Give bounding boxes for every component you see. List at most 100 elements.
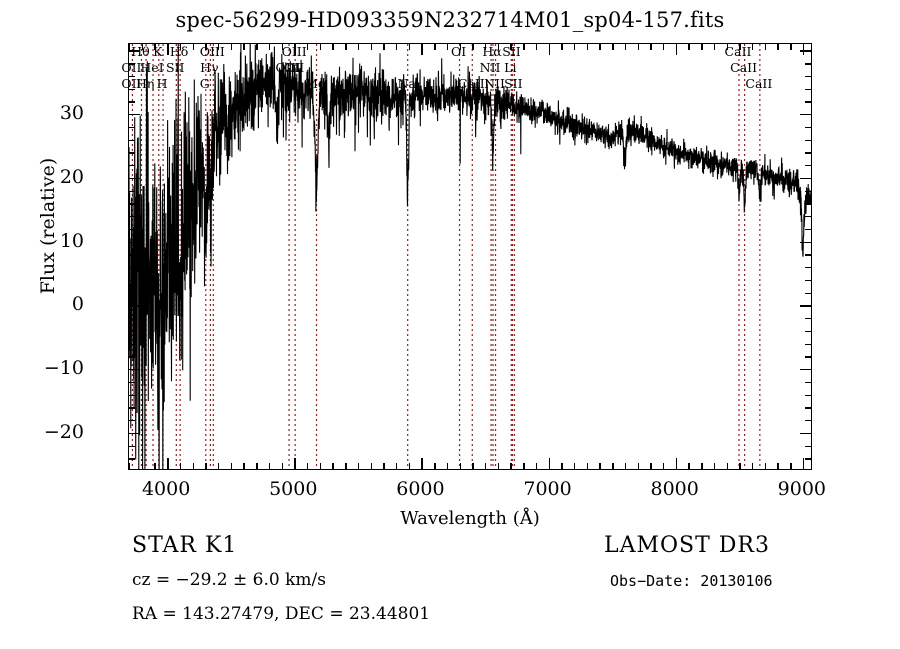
tick-mark: [662, 463, 665, 469]
spectral-line-label: OII: [121, 76, 142, 91]
tick-mark: [701, 463, 703, 469]
tick-mark: [688, 463, 690, 469]
tick-mark: [535, 44, 538, 50]
tick-mark: [230, 44, 233, 50]
x-tick-label: 5000: [269, 478, 318, 500]
spectral-line-label: OII: [121, 60, 142, 75]
tick-mark: [395, 463, 398, 469]
spectral-line-label: Hη: [135, 76, 155, 91]
tick-mark: [535, 463, 538, 469]
spectral-line-label: Hθ: [131, 44, 150, 59]
tick-mark: [141, 44, 144, 50]
spectral-line-label: G: [199, 76, 210, 91]
tick-mark: [332, 44, 334, 50]
tick-mark: [383, 44, 385, 50]
tick-mark: [805, 203, 811, 205]
spectral-line-label: OIII: [275, 60, 301, 75]
tick-mark: [624, 463, 627, 469]
tick-mark: [357, 44, 360, 50]
tick-mark: [800, 432, 811, 435]
tick-mark: [800, 305, 811, 307]
tick-mark: [751, 44, 754, 50]
tick-mark: [800, 114, 811, 116]
tick-mark: [205, 463, 207, 469]
tick-mark: [129, 330, 135, 333]
tick-mark: [459, 463, 461, 469]
tick-mark: [662, 44, 665, 50]
tick-mark: [726, 463, 728, 469]
tick-mark: [129, 279, 135, 282]
tick-mark: [612, 463, 614, 469]
footer-object-class: STAR K1: [132, 533, 238, 558]
tick-mark: [408, 44, 411, 50]
tick-mark: [548, 458, 550, 469]
tick-mark: [484, 463, 487, 469]
tick-mark: [777, 463, 779, 469]
tick-mark: [805, 407, 811, 409]
tick-mark: [129, 88, 135, 90]
tick-mark: [726, 44, 728, 50]
tick-mark: [497, 463, 500, 469]
tick-mark: [612, 44, 614, 50]
tick-mark: [805, 101, 811, 103]
tick-mark: [129, 394, 135, 396]
tick-mark: [192, 463, 194, 469]
tick-mark: [129, 44, 131, 50]
tick-mark: [179, 463, 182, 469]
tick-mark: [523, 44, 525, 50]
tick-mark: [408, 463, 411, 469]
tick-mark: [129, 139, 135, 141]
tick-mark: [777, 44, 779, 50]
tick-mark: [446, 44, 449, 50]
tick-mark: [688, 44, 690, 50]
tick-mark: [129, 343, 135, 345]
spectral-line-label: CaII: [457, 76, 485, 91]
tick-mark: [802, 458, 805, 469]
tick-mark: [192, 44, 194, 50]
spectral-line-label: OIII: [281, 44, 307, 59]
tick-mark: [805, 190, 811, 192]
tick-mark: [805, 139, 811, 141]
tick-mark: [129, 305, 140, 307]
tick-mark: [472, 44, 474, 50]
footer-redshift: cz = −29.2 ± 6.0 km/s: [132, 570, 326, 590]
spectral-line-label: OIII: [199, 44, 225, 59]
x-tick-label: 4000: [141, 478, 191, 500]
tick-mark: [129, 216, 135, 218]
tick-mark: [497, 44, 500, 50]
tick-mark: [523, 463, 525, 469]
tick-mark: [805, 343, 811, 345]
tick-mark: [167, 458, 169, 469]
tick-mark: [268, 463, 271, 469]
tick-mark: [805, 394, 811, 396]
y-axis-title: Flux (relative): [37, 157, 59, 295]
tick-mark: [599, 44, 601, 50]
tick-mark: [306, 44, 309, 50]
spectral-line-label: Hδ: [169, 44, 189, 59]
tick-mark: [129, 203, 135, 205]
tick-mark: [129, 152, 135, 154]
spectral-line-label: SII: [166, 60, 185, 75]
tick-mark: [472, 463, 474, 469]
tick-mark: [805, 126, 811, 129]
spectral-line-label: NII: [479, 60, 501, 75]
tick-mark: [129, 101, 135, 103]
tick-mark: [739, 463, 741, 469]
spectral-line-label: CaII: [730, 60, 758, 75]
tick-mark: [129, 254, 135, 256]
tick-mark: [599, 463, 601, 469]
spectral-line-label: CaII: [724, 44, 752, 59]
tick-mark: [805, 445, 811, 447]
tick-mark: [129, 356, 135, 358]
spectral-line-label: OI: [450, 44, 467, 59]
tick-mark: [805, 228, 811, 231]
tick-mark: [484, 44, 487, 50]
tick-mark: [561, 44, 563, 50]
tick-mark: [421, 44, 423, 55]
tick-mark: [650, 463, 652, 469]
tick-mark: [434, 44, 436, 50]
tick-mark: [805, 292, 811, 294]
tick-mark: [294, 44, 296, 55]
tick-mark: [217, 44, 220, 50]
tick-mark: [586, 44, 589, 50]
